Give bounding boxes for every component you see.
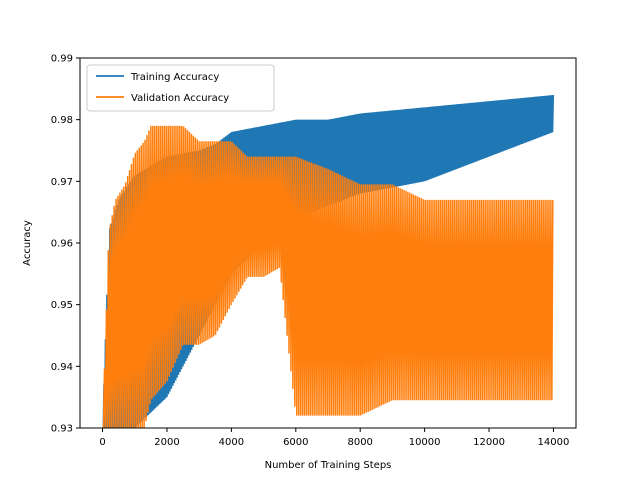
- x-tick-label: 12000: [473, 437, 505, 448]
- x-axis: 0 2000 4000 6000 8000 10000 12000 14000: [99, 428, 569, 448]
- x-tick-label: 10000: [409, 437, 441, 448]
- y-tick-label: 0.97: [51, 177, 73, 188]
- y-tick-label: 0.95: [51, 300, 73, 311]
- x-tick-label: 0: [99, 437, 105, 448]
- legend: Training Accuracy Validation Accuracy: [86, 64, 275, 112]
- x-tick-label: 8000: [347, 437, 372, 448]
- x-tick-label: 6000: [283, 437, 308, 448]
- y-tick-label: 0.99: [51, 54, 73, 65]
- y-tick-label: 0.94: [51, 362, 73, 373]
- y-axis-title: Accuracy: [22, 220, 33, 266]
- x-tick-label: 4000: [219, 437, 244, 448]
- x-tick-label: 2000: [154, 437, 179, 448]
- legend-box: [86, 64, 275, 112]
- y-tick-label: 0.96: [51, 239, 73, 250]
- plot-area: [102, 95, 555, 428]
- series-line-validation-accuracy: [102, 125, 554, 428]
- y-tick-label: 0.98: [51, 115, 73, 126]
- x-axis-title: Number of Training Steps: [265, 460, 392, 471]
- y-axis: 0.93 0.94 0.95 0.96 0.97 0.98 0.99: [51, 54, 80, 435]
- y-tick-label: 0.93: [51, 424, 73, 435]
- legend-label-validation: Validation Accuracy: [131, 93, 229, 104]
- legend-label-training: Training Accuracy: [130, 72, 219, 83]
- x-tick-label: 14000: [538, 437, 570, 448]
